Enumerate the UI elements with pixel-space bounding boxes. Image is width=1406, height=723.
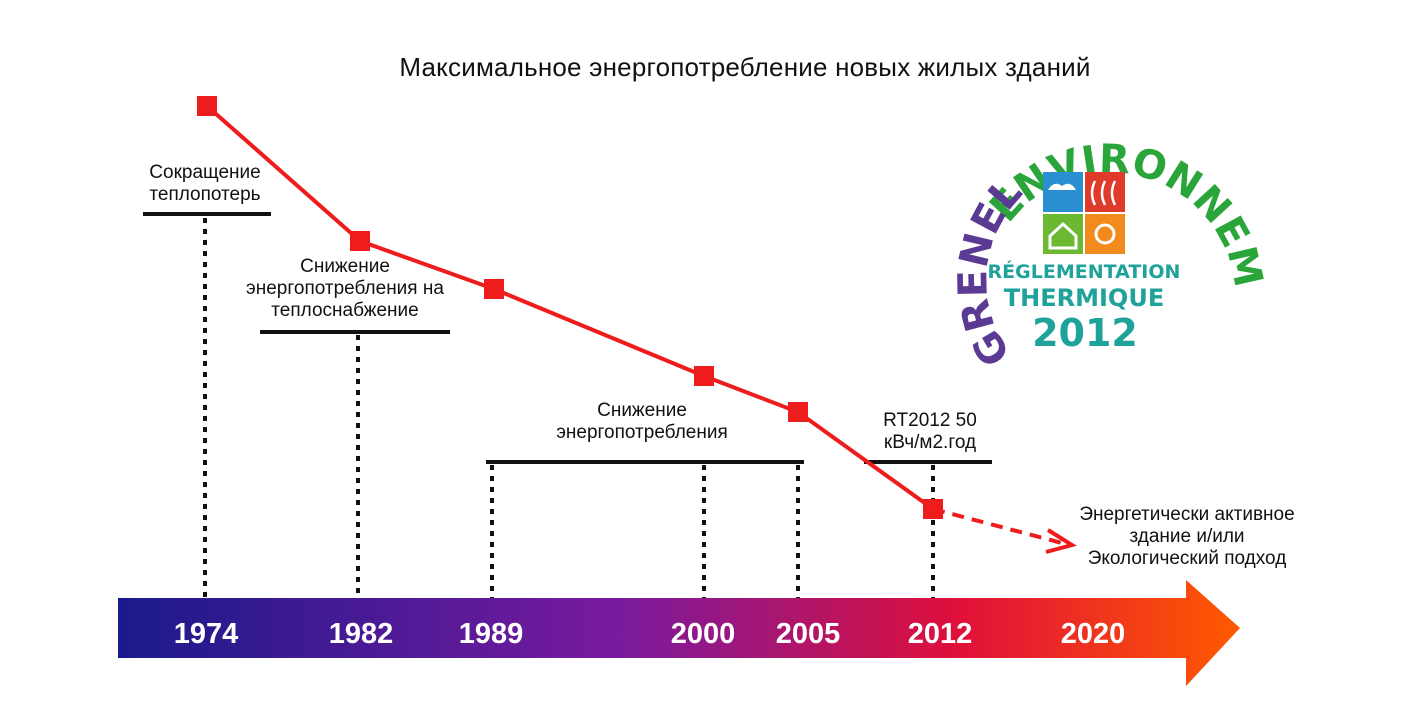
annotation-2012: RT2012 50 кВч/м2.год	[883, 410, 977, 453]
logo-year: 2012	[1032, 311, 1138, 355]
logo-square-orange	[1085, 214, 1125, 254]
logo-sun-icon	[1094, 223, 1116, 245]
logo-line2: THERMIQUE	[1004, 284, 1164, 312]
year-label-1989: 1989	[459, 618, 524, 650]
logo-cloud-icon	[1048, 183, 1076, 190]
marker-1974	[197, 96, 217, 116]
year-labels: 1974 1982 1989 2000 2005 2012 2020	[174, 618, 1126, 650]
annotation-1989: Снижение энергопотребления	[556, 400, 728, 443]
future-arrowhead	[1045, 528, 1077, 554]
year-label-2000: 2000	[671, 618, 736, 650]
consumption-markers	[197, 96, 943, 519]
period-bars	[143, 212, 992, 464]
year-label-2005: 2005	[776, 618, 841, 650]
annotation-1982: Снижение энергопотребления на теплоснабжен…	[246, 256, 444, 321]
diagram-title: Максимальное энергопотребление новых жил…	[399, 52, 1091, 82]
future-dashed-line	[932, 507, 1063, 545]
logo-line1: RÉGLEMENTATION	[988, 260, 1181, 283]
year-guides	[203, 218, 935, 598]
year-label-1974: 1974	[174, 618, 239, 650]
logo-house-icon	[1048, 221, 1078, 250]
annotation-1974: Сокращение теплопотерь	[149, 162, 261, 205]
year-label-2020: 2020	[1061, 618, 1126, 650]
logo-heat-icon	[1090, 180, 1117, 206]
marker-2005	[788, 402, 808, 422]
year-label-1982: 1982	[329, 618, 394, 650]
marker-1982	[350, 231, 370, 251]
annotation-2020: Энергетически активное здание и/или Эколог…	[1079, 504, 1295, 569]
consumption-line	[205, 104, 935, 511]
timeline-arrow	[118, 580, 1240, 686]
marker-2012	[923, 499, 943, 519]
logo-square-blue	[1043, 172, 1083, 212]
year-label-2012: 2012	[908, 618, 973, 650]
marker-1989	[484, 279, 504, 299]
marker-2000	[694, 366, 714, 386]
